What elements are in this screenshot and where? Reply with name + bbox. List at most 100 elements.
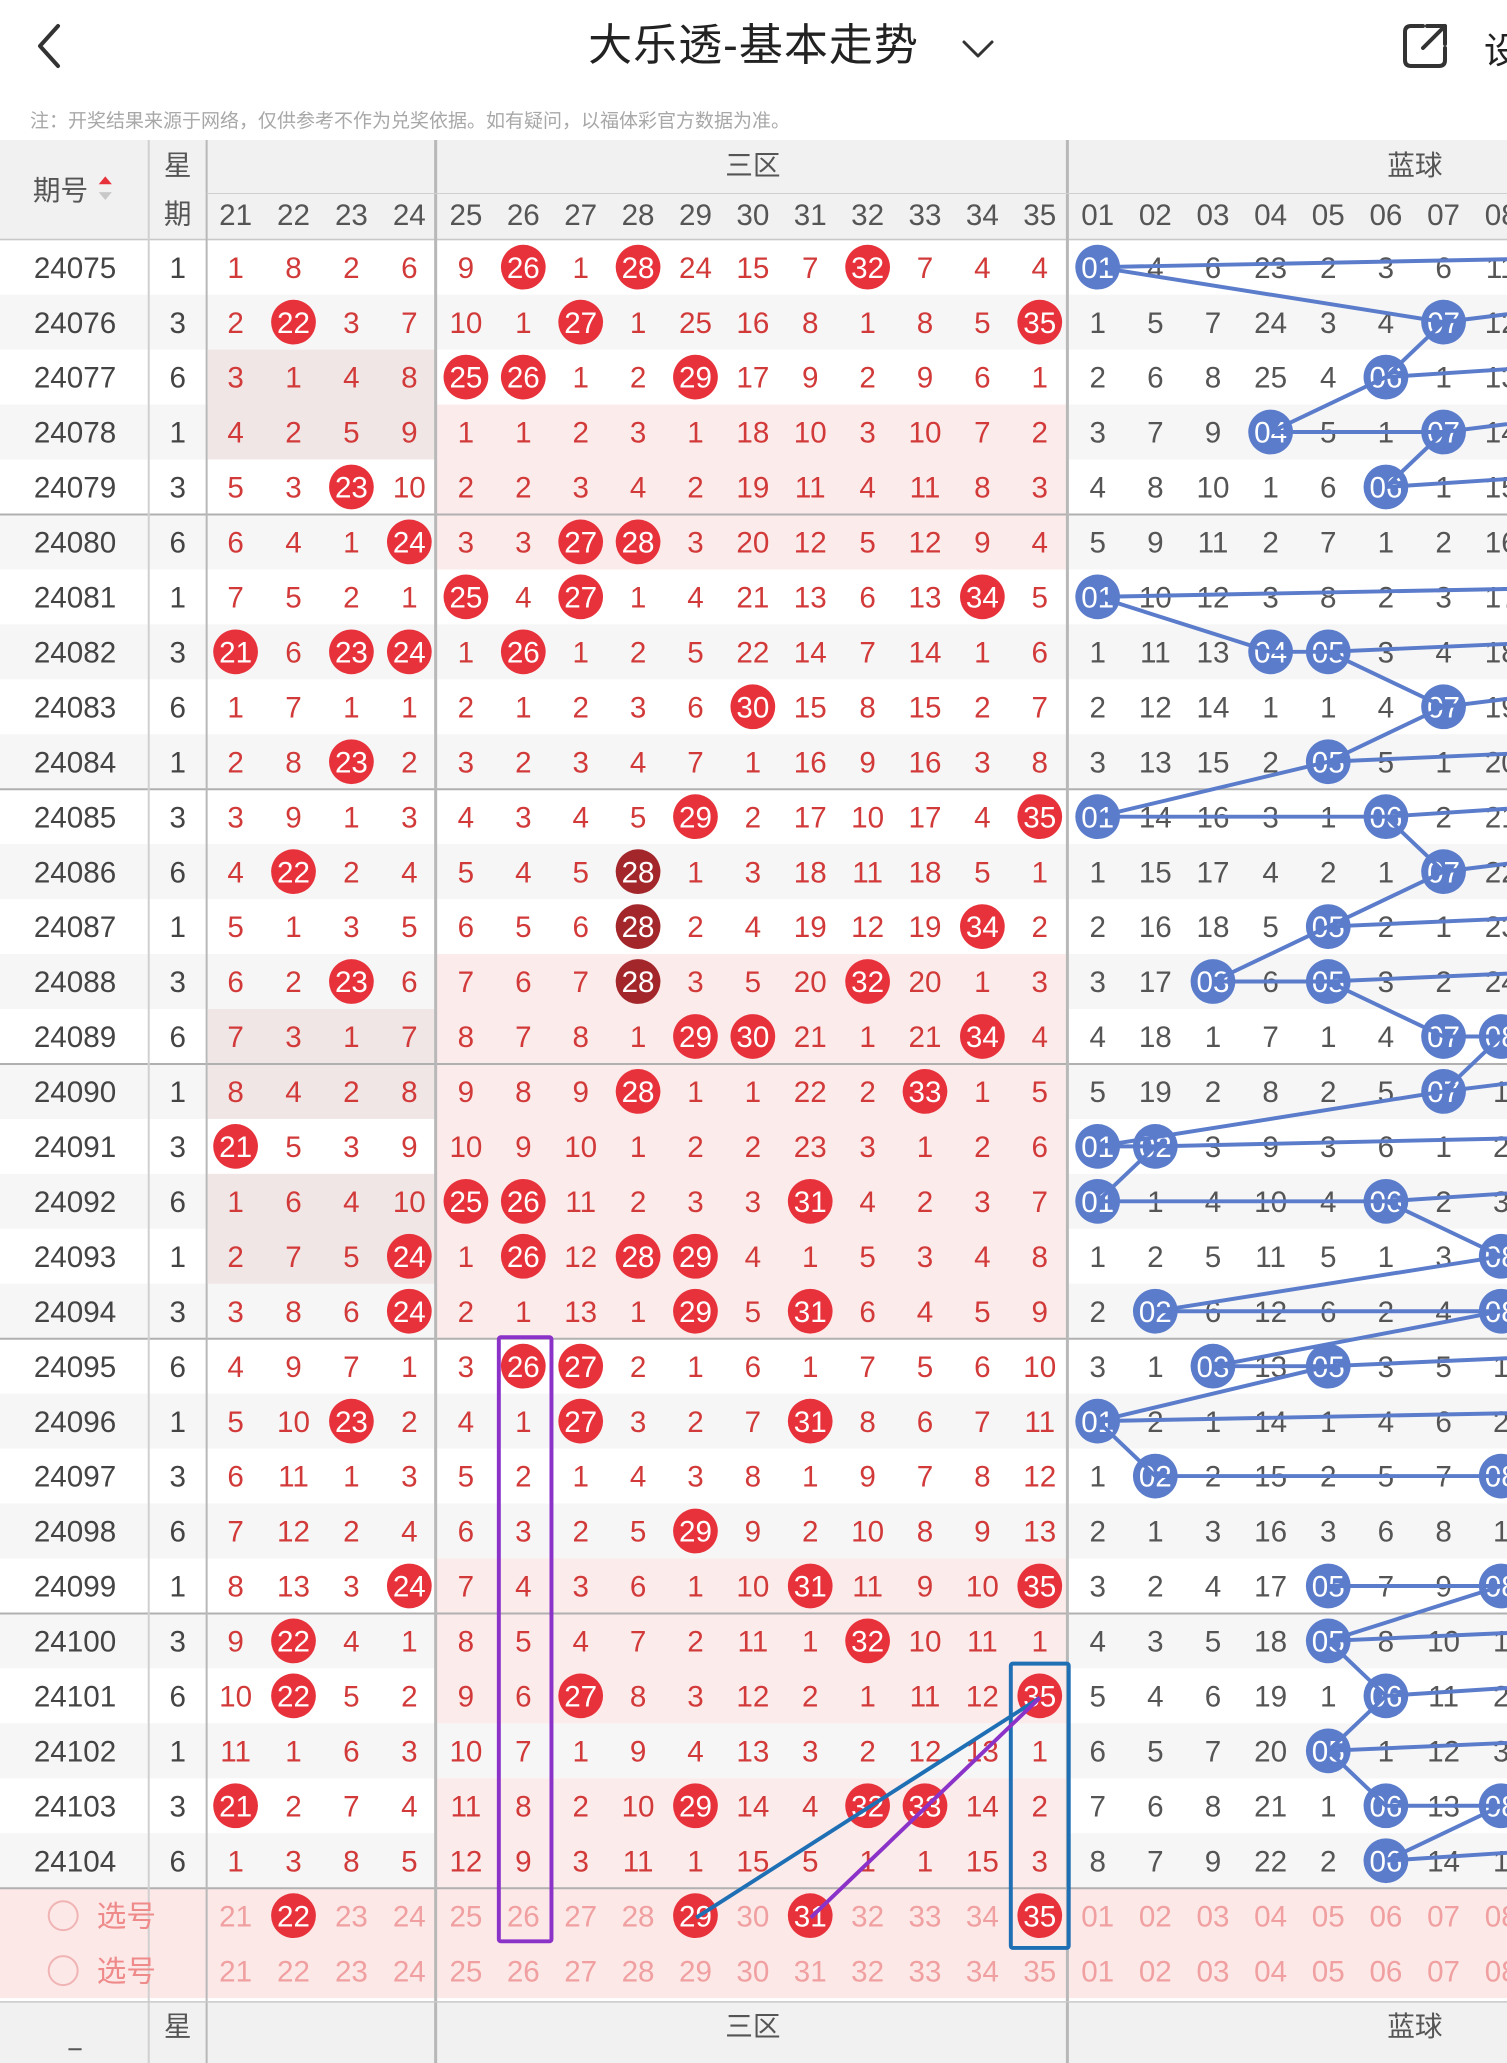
issue-header[interactable]: 期号	[33, 175, 88, 206]
select-blue-number[interactable]: 01	[1081, 1955, 1114, 1988]
sort-asc-icon[interactable]	[98, 176, 112, 185]
select-number[interactable]: 28	[622, 1955, 655, 1988]
table-row[interactable]: 24082 3 21 6 23 24 1 26 1 2 5 22 14 7 14 1 6 1 11 13 04 05 3 4 1…	[34, 629, 1507, 675]
settings-button[interactable]: 设	[1484, 30, 1507, 71]
selected-ball[interactable]	[673, 1893, 718, 1939]
front-miss-count: 6	[401, 966, 417, 999]
select-number[interactable]: 34	[966, 1900, 999, 1933]
blue-miss-count: 4	[1378, 1021, 1394, 1054]
table-row[interactable]: 240931275241261228294153481251151308	[34, 1233, 1507, 1279]
select-radio[interactable]	[47, 1900, 79, 1932]
select-blue-number[interactable]: 01	[1081, 1900, 1114, 1933]
select-blue-number[interactable]: 06	[1369, 1900, 1402, 1933]
select-number[interactable]: 22	[277, 1955, 310, 1988]
front-miss-count: 6	[227, 527, 243, 560]
trend-table[interactable]: 期号星期三区 蓝球 21 22 23 24 25 26 27 28 29 30 31 32 33 34 35 01…	[0, 140, 1507, 2063]
select-number[interactable]: 22	[277, 1900, 310, 1933]
page-title[interactable]: 大乐透-基本走势	[588, 21, 919, 70]
select-number[interactable]: 21	[219, 1900, 252, 1933]
table-row[interactable]: 24095 6 4 9 7 1 3 26 27 2 1 6 1 7 5 6 10 3 1 03 13 05 3 5 1	[34, 1343, 1507, 1389]
table-row[interactable]: 24078142591123118103107237904510714	[34, 409, 1507, 455]
select-number[interactable]: 29	[679, 1900, 712, 1933]
front-ball	[673, 1288, 718, 1334]
table-row[interactable]: 240943386242113129531645920261262408	[34, 1288, 1507, 1334]
select-blue-number[interactable]: 07	[1427, 1955, 1460, 1988]
select-blue-number[interactable]: 03	[1197, 1900, 1230, 1933]
select-number[interactable]: 23	[335, 1900, 368, 1933]
front-miss-count: 1	[974, 1076, 990, 1109]
table-row[interactable]: 2408066412433272832012512945911271216	[34, 519, 1507, 565]
select-number[interactable]: 25	[449, 1955, 482, 1988]
share-button[interactable]	[1397, 18, 1453, 74]
blue-miss-count: 5	[1205, 1241, 1221, 1274]
front-miss-count: 4	[630, 746, 646, 779]
select-number[interactable]: 24	[393, 1900, 426, 1933]
table-row[interactable]: 24090 1 8 4 2 8 9 8 9 28 1 1 22 2 33 1 5 5 19 2 8 2 5 07 1	[34, 1069, 1507, 1114]
select-number[interactable]: 35	[1023, 1900, 1056, 1933]
select-number[interactable]: 32	[851, 1955, 884, 1988]
select-number[interactable]: 27	[564, 1900, 597, 1933]
select-blue-number[interactable]: 05	[1312, 1955, 1345, 1988]
select-number[interactable]: 23	[335, 1955, 368, 1988]
sort-desc-icon[interactable]	[98, 192, 112, 201]
select-number[interactable]: 25	[449, 1900, 482, 1933]
weekday-value: 1	[169, 1735, 185, 1768]
select-blue-number[interactable]: 03	[1197, 1955, 1230, 1988]
table-row[interactable]: 2408967317878129302112134441817140708	[34, 1014, 1507, 1059]
table-row[interactable]: 240841282323234711691638313152055120	[34, 739, 1507, 785]
select-blue-number[interactable]: 05	[1312, 1900, 1345, 1933]
select-blue-number[interactable]: 04	[1254, 1900, 1287, 1933]
table-row[interactable]: 24100 3 9 22 4 1 8 5 4 7 2 11 1 32 10 11 1 4 3 5 18 05 8 10 1	[34, 1618, 1507, 1664]
select-blue-number[interactable]: 08	[1485, 1900, 1507, 1933]
selected-ball[interactable]	[1017, 1893, 1063, 1939]
select-blue-number[interactable]: 02	[1139, 1955, 1172, 1988]
select-number[interactable]: 30	[736, 1900, 769, 1933]
table-row[interactable]: 24087151356562824191219342216185052123	[34, 904, 1507, 949]
table-row[interactable]: 24098 6 7 12 2 4 6 3 2 5 29 9 2 10 8 9 13 2 1 3 16 3 6 8 1	[34, 1508, 1507, 1554]
select-number[interactable]: 28	[622, 1900, 655, 1933]
select-number[interactable]: 24	[393, 1955, 426, 1988]
select-blue-number[interactable]: 04	[1254, 1955, 1287, 1988]
front-miss-count: 7	[572, 966, 588, 999]
select-radio[interactable]	[47, 1955, 79, 1987]
select-number[interactable]: 26	[507, 1900, 540, 1933]
col-header-34: 34	[966, 199, 999, 232]
select-blue-number[interactable]: 08	[1485, 1955, 1507, 1988]
issue-number: 24102	[34, 1735, 116, 1768]
table-row[interactable]: 240836171121236301581527212141140719	[34, 684, 1507, 730]
front-miss-count: 5	[745, 1296, 761, 1329]
select-blue-number[interactable]: 07	[1427, 1900, 1460, 1933]
select-number[interactable]: 35	[1023, 1955, 1056, 1988]
select-blue-number[interactable]: 02	[1139, 1900, 1172, 1933]
back-button[interactable]	[28, 16, 78, 76]
issue-number: 24103	[34, 1790, 116, 1823]
select-number[interactable]: 32	[851, 1900, 884, 1933]
select-number[interactable]: 27	[564, 1955, 597, 1988]
select-blue-number[interactable]: 06	[1369, 1955, 1402, 1988]
select-number[interactable]: 30	[736, 1955, 769, 1988]
select-number[interactable]: 21	[219, 1955, 252, 1988]
front-ball	[386, 519, 432, 565]
select-number[interactable]: 31	[794, 1955, 827, 1988]
blue-miss-count: 12	[1139, 691, 1172, 724]
blue-miss-count: 11	[1198, 527, 1229, 560]
select-number[interactable]: 33	[909, 1955, 942, 1988]
table-row[interactable]: 24096 1 5 10 23 2 4 1 27 3 2 7 31 8 6 7 11 01 2 1 14 1 4 6 2	[34, 1398, 1507, 1444]
table-row[interactable]: 240991813324743611031119103532417057908	[34, 1563, 1507, 1609]
selected-ball[interactable]	[271, 1893, 316, 1939]
select-row[interactable]: 选号 21 22 23 24 25 26 27 28 29 30 31 32 33 34 35 01 02 03 04…	[47, 1955, 1507, 1988]
front-miss-count: 3	[515, 1516, 531, 1549]
front-ball-number: 35	[1023, 1571, 1056, 1604]
select-number[interactable]: 29	[679, 1955, 712, 1988]
title-dropdown-chevron-icon[interactable]	[958, 30, 998, 66]
front-miss-count: 11	[910, 472, 941, 505]
front-miss-count: 19	[909, 911, 942, 944]
select-number[interactable]: 33	[909, 1900, 942, 1933]
blue-miss-count: 11	[1140, 636, 1171, 669]
select-number[interactable]: 26	[507, 1955, 540, 1988]
select-number[interactable]: 34	[966, 1955, 999, 1988]
front-miss-count: 10	[794, 417, 827, 450]
front-miss-count: 4	[515, 582, 531, 615]
